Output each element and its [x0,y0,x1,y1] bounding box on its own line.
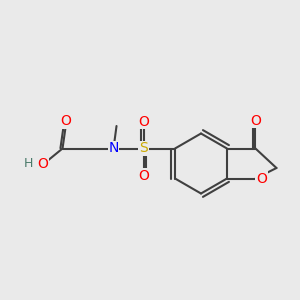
Text: H: H [23,157,33,170]
Text: N: N [108,142,119,155]
Text: S: S [139,142,148,155]
Text: O: O [37,157,48,170]
Text: O: O [250,114,261,128]
Text: O: O [60,114,71,128]
Text: O: O [138,169,149,182]
Text: O: O [138,115,149,128]
Text: O: O [256,172,267,185]
